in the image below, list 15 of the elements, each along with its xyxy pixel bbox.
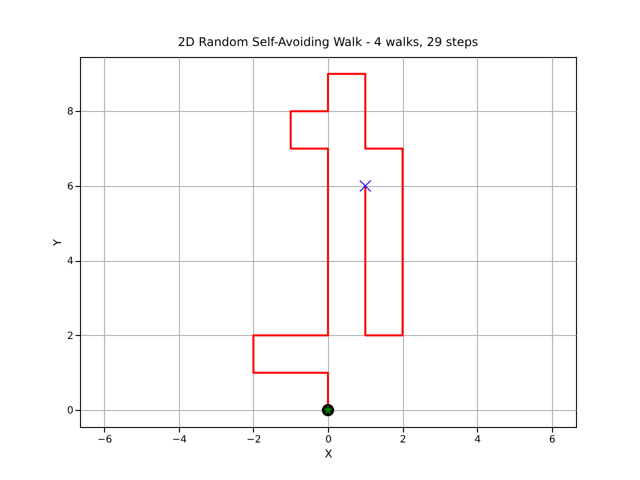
y-tick-label: 4: [67, 256, 74, 268]
x-axis-title: X: [324, 448, 333, 460]
x-tick-label: 6: [549, 434, 556, 446]
x-tick-label: −2: [246, 434, 262, 446]
y-axis-title: Y: [51, 238, 64, 247]
x-tick-label: −6: [97, 434, 112, 446]
x-tick-label: 4: [474, 434, 481, 446]
y-tick-label: 6: [67, 181, 74, 192]
x-tick-label: −4: [172, 434, 187, 446]
y-tick-label: 8: [67, 106, 74, 118]
chart-title: 2D Random Self-Avoiding Walk - 4 walks, 29 steps: [178, 35, 478, 49]
y-tick-label: 2: [67, 330, 74, 342]
x-tick-label: 0: [325, 434, 332, 446]
x-tick-label: 2: [400, 434, 406, 446]
y-tick-label: 0: [67, 406, 74, 417]
